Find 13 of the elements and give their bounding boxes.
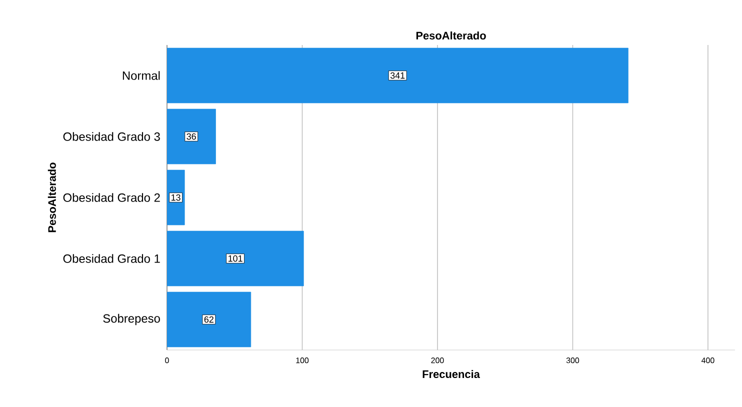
chart-title: PesoAlterado: [416, 31, 486, 40]
y-tick-label: Obesidad Grado 1: [63, 254, 160, 263]
x-axis-title: Frecuencia: [422, 370, 480, 378]
data-label: 101: [228, 255, 242, 262]
y-tick-label: Obesidad Grado 2: [63, 193, 160, 202]
y-tick-label: Obesidad Grado 3: [63, 132, 160, 141]
data-label: 13: [171, 194, 180, 201]
y-axis-title: PesoAlterado: [48, 162, 56, 232]
data-label: 62: [204, 316, 214, 323]
data-label: 36: [186, 133, 196, 140]
y-tick-label: Normal: [122, 71, 160, 80]
data-label: 341: [390, 72, 405, 79]
y-tick-label: Sobrepeso: [103, 314, 160, 326]
